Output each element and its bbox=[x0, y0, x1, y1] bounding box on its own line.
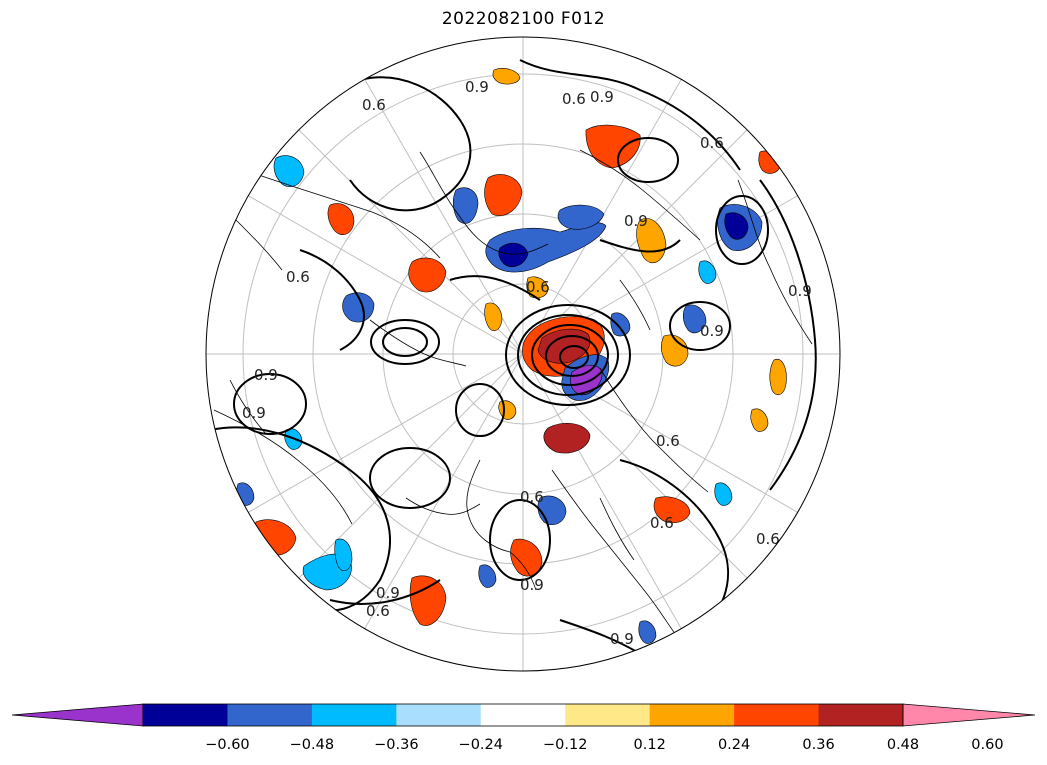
colorbar-tick-label: −0.12 bbox=[543, 737, 588, 753]
colorbar-tick-label: 0.12 bbox=[633, 737, 666, 753]
colorbar-segment bbox=[480, 704, 566, 726]
colorbar-tick-label: −0.48 bbox=[289, 737, 335, 753]
colorbar-tick-label: 0.48 bbox=[886, 737, 920, 753]
contour-label: 0.9 bbox=[624, 212, 648, 230]
contour-label: 0.6 bbox=[756, 530, 780, 548]
contour-label: 0.9 bbox=[465, 78, 489, 96]
contour-label: 0.9 bbox=[788, 282, 812, 300]
map-title: 2022082100 F012 bbox=[441, 9, 606, 29]
contour-label: 0.6 bbox=[526, 278, 550, 296]
colorbar-tick-label: 0.36 bbox=[802, 737, 835, 753]
contour-label: 0.9 bbox=[590, 88, 614, 106]
colorbar-segment bbox=[311, 704, 397, 726]
contour-label: 0.9 bbox=[520, 576, 544, 594]
colorbar-segment bbox=[565, 704, 651, 726]
colorbar-tick-label: 0.60 bbox=[971, 737, 1004, 753]
contour-label: 0.6 bbox=[656, 432, 680, 450]
colorbar-extend-high bbox=[902, 703, 1036, 727]
contour-label: 0.9 bbox=[610, 630, 634, 648]
colorbar-frame bbox=[142, 703, 904, 727]
contour-label: 0.6 bbox=[562, 90, 586, 108]
contour-label: 0.6 bbox=[362, 96, 386, 114]
colorbar bbox=[11, 703, 1036, 727]
colorbar-segments bbox=[143, 704, 904, 726]
contour-labels: 0.9 0.6 0.9 0.6 0.9 0.6 0.9 0.9 0.6 0.6 … bbox=[242, 78, 812, 648]
colorbar-segment bbox=[227, 704, 313, 726]
colorbar-tick-label: −0.24 bbox=[458, 737, 503, 753]
contour-label: 0.6 bbox=[286, 268, 310, 286]
contour-label: 0.6 bbox=[520, 488, 544, 506]
contour-label: 0.6 bbox=[700, 134, 724, 152]
colorbar-segment bbox=[818, 704, 904, 726]
colorbar-segment bbox=[734, 704, 820, 726]
colorbar-segment bbox=[143, 704, 228, 726]
colorbar-segment bbox=[649, 704, 735, 726]
contour-label: 0.9 bbox=[376, 584, 400, 602]
colorbar-tick-label: −0.36 bbox=[374, 737, 419, 753]
map-boundary bbox=[205, 36, 841, 672]
contour-label: 0.9 bbox=[242, 404, 266, 422]
contour-label: 0.6 bbox=[366, 602, 390, 620]
colorbar-tick-label: 0.24 bbox=[717, 737, 751, 753]
polar-map: 0.9 0.6 0.9 0.6 0.9 0.6 0.9 0.9 0.6 0.6 … bbox=[205, 36, 841, 672]
colorbar-extend-low bbox=[11, 703, 144, 727]
colorbar-tick-label: −0.60 bbox=[205, 737, 250, 753]
contour-label: 0.6 bbox=[650, 514, 674, 532]
colorbar-segment bbox=[396, 704, 482, 726]
contour-label: 0.9 bbox=[254, 366, 278, 384]
contour-label: 0.9 bbox=[700, 322, 724, 340]
